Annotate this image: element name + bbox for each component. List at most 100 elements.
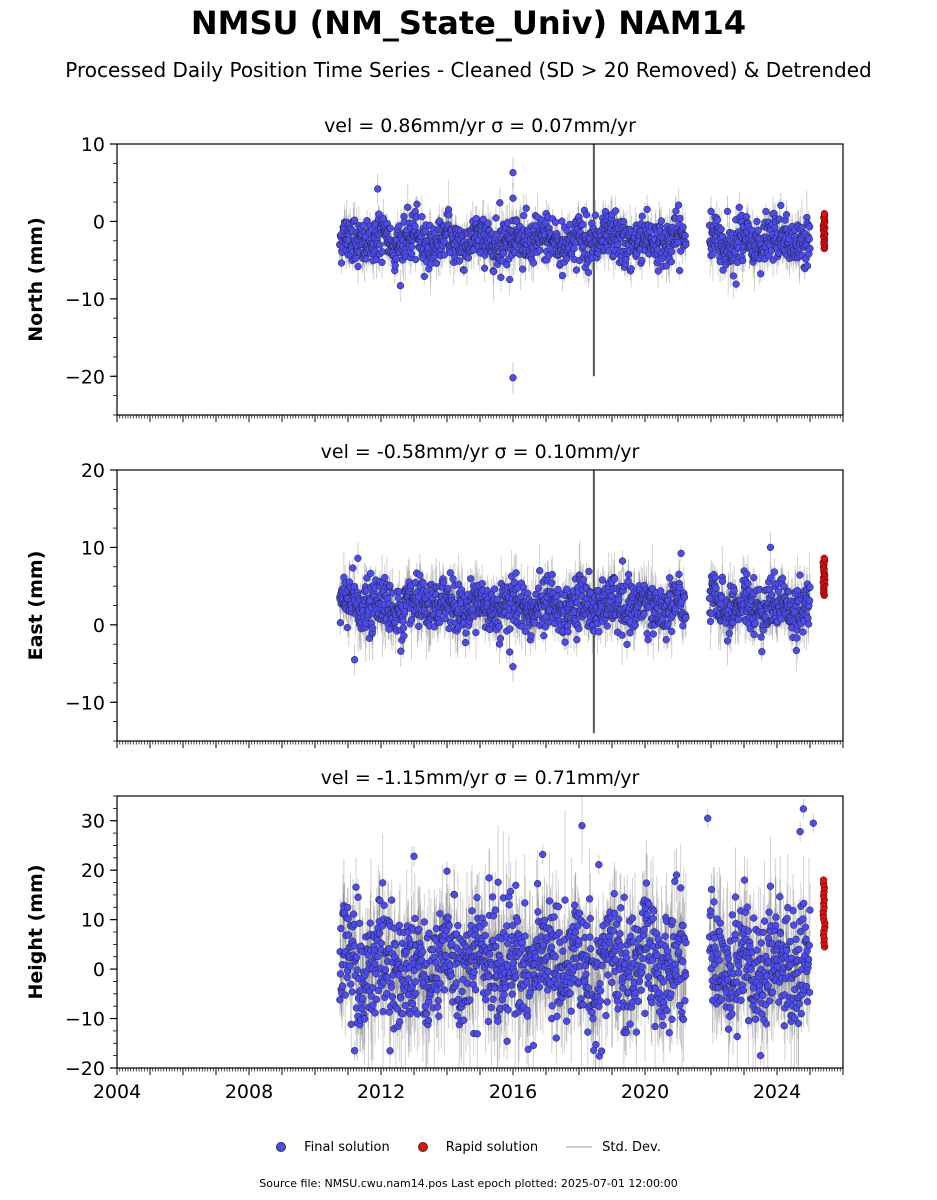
final-point — [654, 267, 662, 275]
final-point — [436, 618, 444, 626]
final-point — [489, 267, 498, 276]
final-point — [484, 219, 492, 227]
final-point — [352, 254, 360, 263]
final-point — [529, 259, 538, 267]
final-point — [499, 249, 508, 257]
final-point — [362, 255, 370, 263]
final-point — [598, 576, 607, 584]
final-point — [575, 625, 583, 633]
final-point — [492, 214, 500, 222]
final-point — [386, 582, 394, 590]
final-point — [350, 216, 359, 224]
chart-title: NMSU (NM_State_Univ) NAM14 — [190, 4, 747, 42]
final-point — [579, 576, 587, 584]
final-point — [350, 582, 359, 591]
final-point — [444, 584, 452, 593]
final-point — [413, 200, 421, 208]
final-point — [676, 266, 684, 275]
final-point — [376, 241, 384, 249]
final-point-outlier — [374, 185, 382, 193]
final-point — [682, 240, 690, 249]
panel-north: vel = 0.86mm/yr σ = 0.07mm/yr 10 0 −10 −20 No… — [25, 115, 844, 422]
final-point — [541, 623, 550, 631]
final-point — [536, 246, 544, 254]
final-point — [366, 569, 375, 578]
plot-area: vel = 0.86mm/yr σ = 0.07mm/yr 10 0 −10 −20 No… — [25, 115, 844, 1103]
final-point — [369, 624, 377, 632]
final-point-outlier — [509, 194, 517, 202]
final-point — [564, 628, 572, 636]
final-point — [627, 265, 635, 273]
final-point — [614, 240, 622, 249]
final-point — [375, 210, 383, 218]
final-point — [497, 273, 505, 282]
final-point — [411, 222, 419, 231]
final-point — [472, 628, 480, 637]
final-point — [681, 232, 689, 240]
final-point — [455, 257, 464, 265]
final-point — [662, 262, 671, 270]
y-tick-label: 0 — [93, 211, 105, 233]
final-point — [381, 573, 389, 582]
final-point — [400, 632, 408, 640]
y-axis-label: North (mm) — [25, 217, 47, 342]
final-point-outlier — [723, 207, 732, 216]
panel-title: vel = 0.86mm/yr σ = 0.07mm/yr — [324, 115, 636, 137]
final-point — [540, 632, 548, 640]
final-point — [523, 589, 532, 597]
final-point — [735, 203, 743, 211]
final-point — [354, 262, 362, 271]
final-point — [461, 638, 470, 647]
y-tick-label: −10 — [65, 289, 105, 311]
final-point — [806, 244, 814, 253]
final-point — [554, 585, 562, 594]
final-point — [573, 636, 581, 644]
final-point-outlier — [707, 207, 715, 216]
final-point — [408, 243, 416, 251]
final-point — [506, 625, 514, 633]
final-point — [742, 213, 751, 221]
final-point — [584, 268, 593, 277]
final-point — [432, 259, 441, 267]
final-point — [534, 610, 542, 618]
final-point — [394, 594, 402, 602]
final-point — [739, 256, 747, 265]
final-point — [411, 255, 420, 264]
final-point — [490, 585, 499, 593]
final-point — [579, 220, 587, 229]
final-point — [395, 222, 403, 230]
final-point — [551, 218, 560, 226]
y-tick-label: −20 — [65, 366, 105, 388]
final-point — [420, 272, 428, 281]
final-point — [478, 579, 486, 588]
final-point — [643, 205, 651, 214]
final-point — [445, 211, 453, 219]
final-point — [558, 217, 566, 225]
final-point-outlier — [591, 211, 600, 219]
final-point — [496, 634, 505, 643]
final-point — [762, 207, 770, 216]
final-point — [657, 217, 665, 225]
final-point — [445, 624, 453, 633]
final-point — [480, 264, 489, 272]
final-point — [611, 207, 620, 215]
final-point — [337, 259, 346, 267]
final-point — [407, 250, 416, 258]
final-point — [667, 258, 676, 266]
rapid-solution-points — [819, 210, 829, 253]
final-point — [717, 225, 725, 233]
final-point — [479, 215, 487, 223]
final-point — [512, 217, 521, 226]
final-point — [349, 564, 357, 572]
final-point — [536, 567, 544, 575]
final-point — [548, 570, 556, 579]
final-solution-points — [336, 543, 814, 671]
chart-subtitle: Processed Daily Position Time Series - C… — [65, 58, 872, 82]
final-point — [415, 622, 423, 630]
final-point-outlier — [558, 271, 567, 280]
final-point — [407, 616, 416, 624]
final-point — [603, 622, 611, 630]
final-point — [460, 266, 468, 275]
final-point — [454, 580, 463, 588]
final-point — [391, 262, 399, 270]
